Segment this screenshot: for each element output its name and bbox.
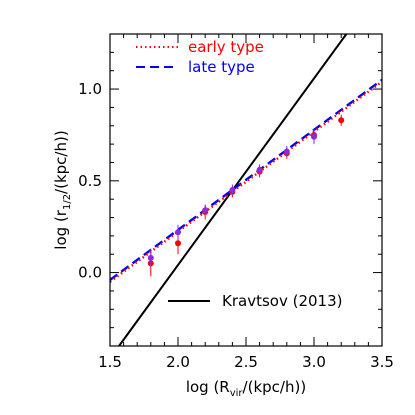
data-point-late-type [202,207,209,214]
x-tick-label: 2.5 [234,353,258,371]
data-point-late-type [229,187,236,193]
data-point-early-type [175,240,181,247]
x-tick-label: 1.5 [98,353,122,371]
axis-ticks: 1.5 2.0 2.5 3.0 3.5 0.0 0.5 1.0 [78,33,394,371]
data-point-late-type [256,166,263,173]
plot-area [110,34,382,346]
legend-label-late-type: late type [188,58,255,76]
x-axis-label: log (Rvir/(kpc/h)) [186,378,306,399]
legend-label-kravtsov: Kravtsov (2013) [222,292,342,310]
x-tick-label: 3.5 [370,353,394,371]
legend: early type late type Kravtsov (2013) [136,38,342,310]
y-axis-label: log (r1/2/(kpc/h)) [52,130,73,249]
y-tick-label: 0.5 [78,172,102,190]
data-point-late-type [283,148,290,155]
x-tick-label: 2.0 [166,353,190,371]
data-point-late-type [311,133,317,140]
data-point-late-type [175,229,181,236]
series-line-late-type [110,78,382,281]
data-point-late-type [147,254,154,261]
x-tick-label: 3.0 [302,353,326,371]
y-tick-label: 1.0 [78,80,102,98]
y-tick-label: 0.0 [78,264,102,282]
data-point-early-type [338,117,345,124]
legend-label-early-type: early type [188,38,264,56]
